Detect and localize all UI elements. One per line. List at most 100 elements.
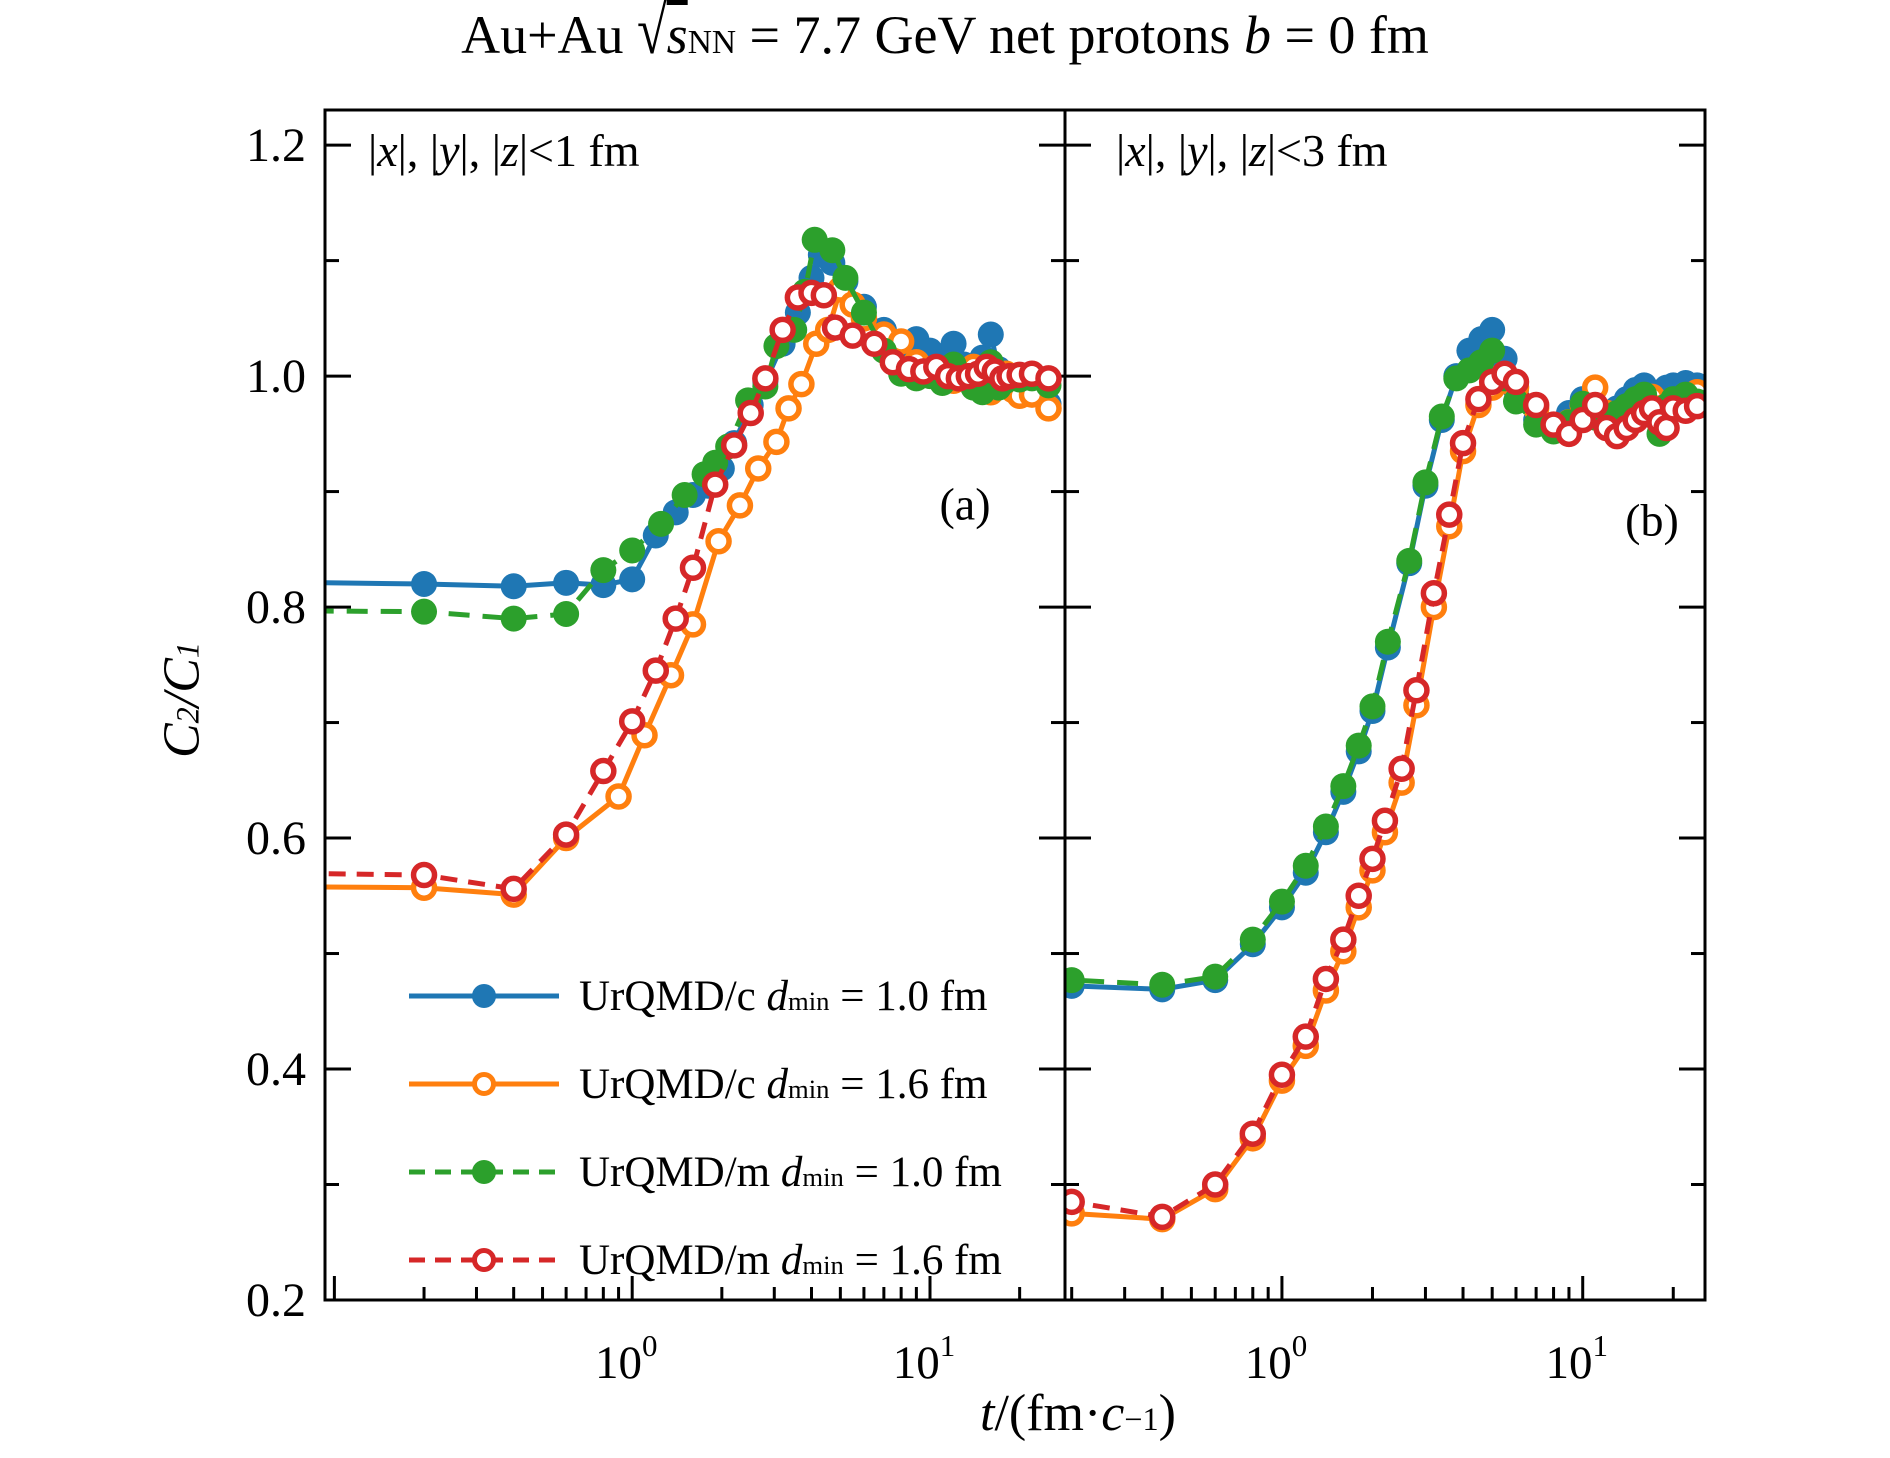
legend-sample-c16 (409, 1072, 559, 1096)
m16-marker (1359, 845, 1386, 873)
m16-marker (234, 862, 255, 883)
y-tick-label: 0.4 (246, 1043, 306, 1096)
m16-marker (1268, 1061, 1296, 1089)
m10-marker (671, 482, 698, 509)
series-m16-panel-a (234, 279, 1062, 903)
m16-marker (1449, 429, 1477, 457)
m16-marker (1065, 1188, 1085, 1216)
m16-marker (720, 432, 748, 459)
panel-frame (1063, 108, 1707, 1302)
m16-marker (1148, 1203, 1176, 1231)
c16-marker (775, 395, 802, 422)
m16-marker (1035, 365, 1062, 392)
m10-marker (1428, 403, 1455, 430)
m10-marker (500, 605, 527, 632)
m16-marker (1371, 807, 1399, 834)
m16-marker (752, 365, 779, 392)
legend-label-c16: UrQMD/c dmin = 1.6 fm (579, 1060, 988, 1108)
y-tick-label: 0.2 (246, 1274, 306, 1327)
m10-marker (1412, 469, 1439, 496)
m16-marker (737, 399, 764, 427)
m16-marker (769, 316, 796, 344)
c16-marker (705, 527, 732, 555)
m16-marker (1403, 676, 1430, 704)
legend-item-c10: UrQMD/c dmin = 1.0 fm (405, 952, 1065, 1040)
legend-sample-m10 (409, 1160, 559, 1184)
m16-marker (1502, 368, 1530, 396)
m10-marker (590, 557, 617, 584)
legend-item-m16: UrQMD/m dmin = 1.6 fm (405, 1216, 1065, 1304)
legend: UrQMD/c dmin = 1.0 fm UrQMD/c dmin = 1.6 … (405, 952, 1065, 1304)
m16-marker (1420, 579, 1448, 607)
m16-marker (839, 322, 866, 349)
m16-marker (1465, 385, 1492, 413)
m10-marker (1502, 388, 1529, 415)
legend-sample-m16 (409, 1248, 559, 1272)
y-tick-label: 0.8 (246, 581, 306, 634)
x-tick-label: 101 (1545, 1328, 1608, 1389)
x-axis-label: t/(fm·c−1) (979, 1385, 1177, 1442)
m10-marker (1268, 888, 1295, 915)
m16-marker (810, 281, 838, 309)
m16-marker (701, 471, 729, 498)
m16-marker (861, 330, 888, 357)
c10-marker (619, 566, 646, 593)
m16-marker (1581, 391, 1609, 419)
m10-marker (832, 264, 859, 291)
m16-marker (500, 875, 527, 903)
m10-marker (1396, 547, 1423, 574)
x-tick-label: 100 (1245, 1328, 1308, 1389)
axis-ticks (1065, 143, 1705, 1302)
c16-marker (788, 370, 815, 398)
series-m16-panel-b (1065, 360, 1705, 1231)
m16-marker (679, 554, 707, 582)
m10-marker (648, 510, 675, 537)
m16-marker (410, 861, 438, 889)
m10-marker (1149, 971, 1176, 998)
c16-marker (234, 876, 255, 897)
m16-marker (662, 605, 689, 632)
y-tick-label: 1.2 (246, 119, 306, 172)
c16-marker (726, 492, 754, 519)
m16-marker (642, 657, 670, 684)
panel-b: 100 101 (1063, 108, 1707, 1389)
m10-line (325, 237, 1050, 622)
m16-marker (1330, 926, 1357, 953)
m10-marker (619, 537, 646, 564)
m16-marker (1239, 1120, 1267, 1147)
m10-marker (1374, 628, 1401, 655)
m10-marker (1345, 732, 1372, 759)
series-c10-panel-a (325, 241, 1062, 600)
m16-marker (552, 821, 580, 848)
y-tick-label: 0.6 (246, 812, 306, 865)
m10-marker (1312, 813, 1339, 840)
m16-marker (1683, 392, 1705, 420)
series-m10-panel-a (325, 226, 1062, 632)
c16-marker (605, 783, 632, 810)
c10-marker (940, 330, 967, 357)
c10-marker (977, 321, 1004, 348)
figure-title: Au+Au √sNN = 7.7 GeV net protons b = 0 f… (461, 0, 1429, 69)
m10-marker (553, 600, 580, 627)
c16-marker (744, 455, 772, 482)
m10-marker (850, 299, 877, 326)
x-tick-label: 100 (595, 1328, 658, 1389)
m16-marker (618, 708, 646, 735)
c16-marker (763, 428, 790, 456)
legend-item-m10: UrQMD/m dmin = 1.0 fm (405, 1128, 1065, 1216)
m10-marker (1239, 926, 1266, 953)
c10-marker (553, 569, 580, 596)
c10-marker (1479, 316, 1506, 343)
m10-marker (1359, 693, 1386, 720)
m10-line (1065, 348, 1699, 988)
m10-marker (1202, 963, 1229, 990)
m16-marker (1388, 755, 1415, 782)
m10-marker (819, 237, 846, 264)
legend-item-c16: UrQMD/c dmin = 1.6 fm (405, 1040, 1065, 1128)
legend-sample-c10 (409, 984, 559, 1008)
legend-label-c10: UrQMD/c dmin = 1.0 fm (579, 972, 988, 1020)
legend-label-m16: UrQMD/m dmin = 1.6 fm (579, 1236, 1002, 1284)
panel-a: 100 101 (234, 108, 1067, 1389)
legend-label-m10: UrQMD/m dmin = 1.0 fm (579, 1148, 1002, 1196)
